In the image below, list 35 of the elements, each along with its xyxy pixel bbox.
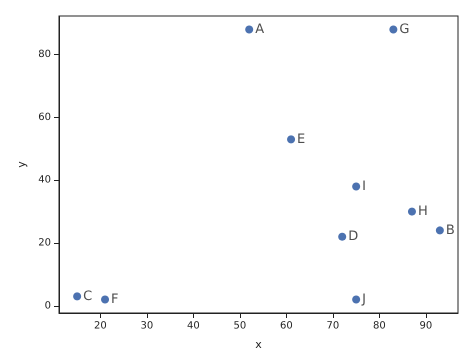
annotation: I [362, 178, 366, 194]
y-tick-label: 0 [44, 300, 51, 312]
y-axis-title: y [15, 160, 28, 168]
point [408, 208, 416, 216]
y-tick-label: 40 [38, 174, 51, 186]
point [287, 135, 296, 144]
annotation: F [111, 292, 119, 307]
x-tick-label: 70 [326, 320, 340, 332]
x-tick-label: 60 [280, 320, 293, 332]
x-tick-label: 20 [94, 320, 107, 332]
x-tick-label: 40 [187, 320, 200, 332]
annotation: J [361, 292, 366, 307]
x-tick-label: 30 [140, 320, 154, 332]
y-tick-label: 80 [38, 49, 51, 60]
point [389, 26, 398, 34]
point [245, 26, 254, 34]
y-tick-label: 60 [38, 112, 51, 123]
point [352, 296, 360, 304]
x-tick-label: 50 [234, 320, 246, 332]
point [352, 182, 360, 190]
annotation: D [348, 229, 358, 244]
y-tick-label: 20 [38, 237, 51, 248]
annotation: B [446, 222, 455, 238]
annotation: A [255, 22, 264, 37]
annotation: E [297, 132, 306, 147]
x-tick-label: 90 [420, 320, 432, 332]
point [436, 226, 444, 234]
point [101, 296, 110, 304]
x-tick-label: 80 [373, 320, 386, 332]
point [338, 232, 346, 241]
annotation: G [399, 22, 410, 37]
annotation: H [418, 204, 428, 220]
x-axis-title: x [255, 338, 262, 351]
annotation: C [83, 288, 92, 304]
point [73, 292, 82, 300]
